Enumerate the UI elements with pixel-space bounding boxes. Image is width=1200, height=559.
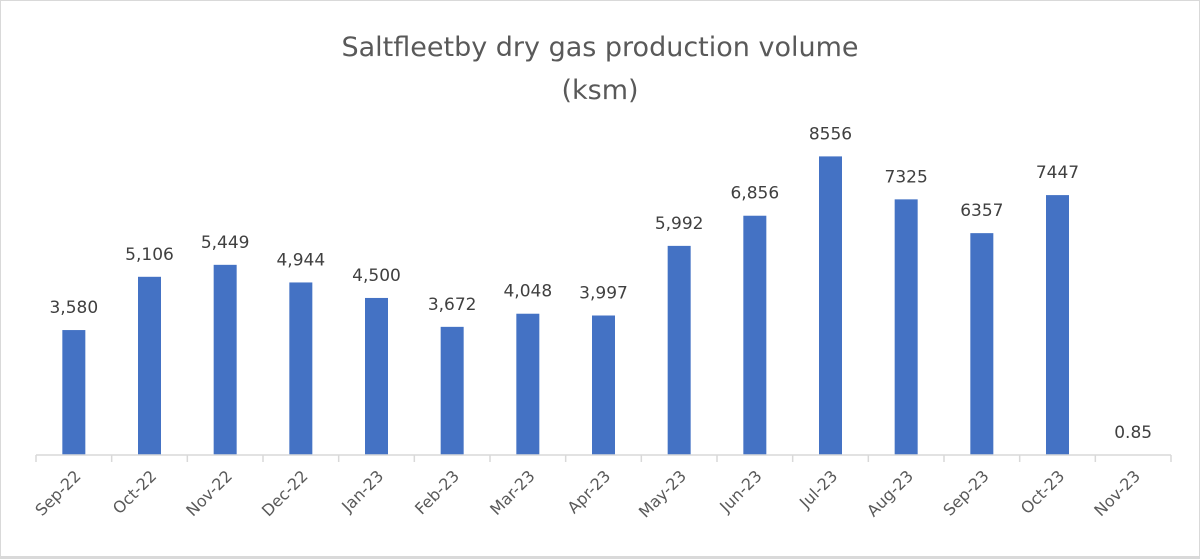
bar (365, 297, 388, 455)
data-label: 4,944 (276, 250, 325, 270)
bar (743, 215, 767, 455)
x-tick-label: Apr-23 (564, 466, 615, 517)
data-label: 6,856 (730, 184, 779, 204)
data-label: 3,997 (579, 284, 628, 304)
x-tick-label: Aug-23 (863, 466, 917, 520)
x-tick-label: May-23 (635, 466, 690, 521)
bar (970, 233, 994, 455)
x-tick-label: Oct-22 (109, 466, 160, 517)
x-tick-label: Jan-23 (337, 466, 387, 516)
data-label: 5,992 (655, 214, 704, 234)
bar (592, 315, 615, 455)
bar (819, 156, 842, 455)
x-tick-label: Jun-23 (715, 466, 765, 516)
data-label: 5,449 (201, 233, 250, 253)
data-label: 7447 (1036, 163, 1079, 183)
bars-group (62, 156, 1145, 455)
data-label: 7325 (885, 167, 928, 187)
x-tick-label: Nov-22 (182, 466, 236, 520)
x-tick-label: Mar-23 (486, 466, 539, 519)
data-label: 4,500 (352, 266, 401, 286)
data-label: 3,672 (428, 295, 477, 315)
x-tick-label: Oct-23 (1017, 466, 1068, 517)
bar (516, 313, 540, 455)
data-label: 3,580 (49, 298, 98, 318)
chart-subtitle: (ksm) (561, 75, 638, 106)
bar (138, 276, 161, 455)
data-labels-group: 3,580 5,106 5,449 4,944 4,500 3,672 4,048 3,997… (49, 124, 1152, 443)
data-label: 6357 (960, 201, 1003, 221)
x-tick-labels-group: Sep-22 Oct-22 Nov-22 Dec-22 Jan-23 Feb-23 Mar-… (31, 466, 1144, 521)
bar (62, 330, 86, 455)
data-label: 4,048 (503, 282, 552, 302)
x-tick-label: Sep-22 (31, 466, 84, 519)
data-label: 5,106 (125, 245, 174, 265)
data-label: 0.85 (1114, 423, 1152, 443)
bar (667, 245, 691, 455)
bar (894, 199, 918, 455)
x-tick-label: Jul-23 (795, 466, 841, 512)
bar (289, 282, 313, 455)
x-tick-label: Nov-23 (1090, 466, 1144, 520)
x-tick-label: Feb-23 (411, 466, 463, 518)
chart-title: Saltfleetby dry gas production volume (341, 32, 858, 63)
data-label: 8556 (809, 124, 852, 144)
x-tick-label: Sep-23 (939, 466, 992, 519)
bar (1046, 195, 1069, 455)
x-tick-label: Dec-22 (258, 466, 312, 520)
x-axis (35, 454, 1172, 462)
bar (440, 326, 464, 455)
bar (213, 264, 237, 455)
